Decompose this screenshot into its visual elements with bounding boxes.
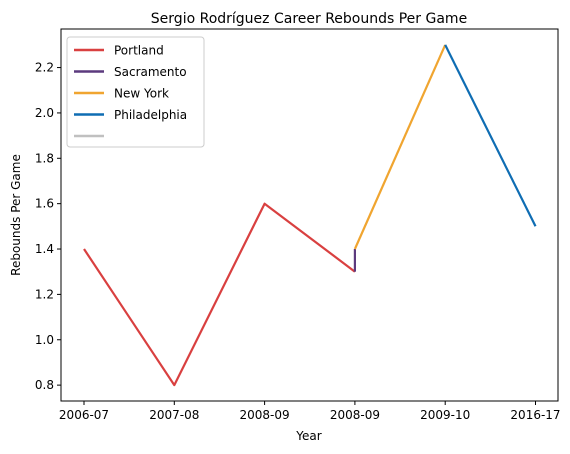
legend-frame (66, 36, 205, 148)
series-line-philadelphia (444, 44, 537, 227)
y-tick-label: 1.2 (35, 287, 54, 301)
plot-area (60, 28, 559, 402)
legend-label-portland: Portland (114, 44, 164, 58)
chart-title: Sergio Rodríguez Career Rebounds Per Gam… (151, 11, 467, 27)
x-tick-label: 2016-17 (510, 408, 560, 422)
legend-label-sacramento: Sacramento (114, 65, 187, 79)
x-tick-label: 2008-09 (330, 408, 380, 422)
y-tick-label: 1.8 (35, 151, 54, 165)
x-tick-label: 2007-08 (149, 408, 199, 422)
legend: Portland Sacramento New York Philadelphia (66, 36, 205, 148)
series-line-portland (83, 202, 356, 387)
x-axis: 2006-07 2007-08 2008-09 2008-09 2009-10 2016-… (59, 401, 561, 422)
series-layer (83, 44, 537, 387)
y-axis-label: Rebounds Per Game (9, 154, 23, 276)
x-tick-label: 2006-07 (59, 408, 109, 422)
y-tick-label: 1.4 (35, 242, 54, 256)
legend-label-new-york: New York (114, 87, 169, 101)
y-tick-label: 0.8 (35, 378, 54, 392)
y-tick-label: 1.6 (35, 197, 54, 211)
x-tick-label: 2009-10 (420, 408, 470, 422)
y-tick-label: 1.0 (35, 333, 54, 347)
legend-label-philadelphia: Philadelphia (114, 108, 187, 122)
y-axis: 0.8 1.0 1.2 1.4 1.6 1.8 2.0 2.2 (35, 61, 61, 392)
y-tick-label: 2.2 (35, 61, 54, 75)
x-axis-label: Year (295, 429, 321, 443)
x-tick-label: 2008-09 (240, 408, 290, 422)
series-line-new-york (353, 44, 447, 250)
y-tick-label: 2.0 (35, 106, 54, 120)
